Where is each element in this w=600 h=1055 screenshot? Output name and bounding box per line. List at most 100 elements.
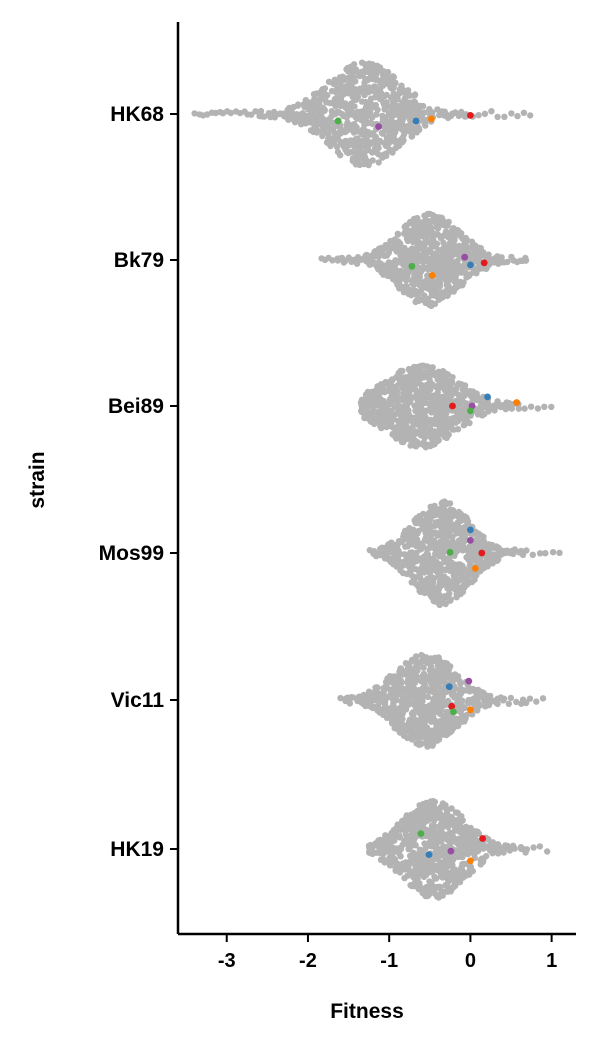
swarm-point [396,103,403,110]
swarm-point [544,848,551,855]
swarm-point [417,364,424,371]
swarm-point [396,824,403,831]
highlight-point-Vic11-red [448,702,456,710]
y-tick-label-Bk79: Bk79 [114,249,164,272]
swarm-point [459,867,466,874]
swarm-point [501,113,508,121]
swarm-point [498,547,505,554]
ticks-layer: -3 -2 -1 0 1 HK68 Bk79 Bei89 Mos99 Vic11 HK19 [99,103,558,972]
swarm-point [302,118,309,125]
x-axis-label: Fitness [330,1000,404,1023]
x-tick-label: 0 [465,950,476,972]
swarm-point [434,437,442,445]
swarm-point [400,390,408,397]
swarm-point [472,840,480,847]
swarm-point [386,259,393,266]
swarm-point [426,561,433,568]
swarm-point [377,422,384,430]
swarm-point [424,577,431,584]
swarm-point [405,683,413,690]
swarm-point [412,580,420,587]
swarm-point [424,363,431,370]
swarm-point [421,212,428,219]
swarm-point [498,846,505,854]
swarm-point [461,718,468,725]
swarm-point [372,94,379,101]
highlight-point-Bk79-red [480,259,488,267]
swarm-point [411,709,418,716]
swarm-point [408,386,415,393]
swarm-point [391,673,398,680]
swarm-point [361,91,368,99]
swarm-point [403,223,410,230]
swarm-point [436,420,443,427]
swarm-point [534,405,542,412]
swarm-point [342,128,349,135]
swarm-point [427,808,435,815]
swarm-point [449,523,456,530]
swarm-point [425,545,433,552]
swarm-point [434,867,442,874]
swarm-point [358,72,365,79]
swarm-point [503,547,511,554]
swarm-point [429,242,436,249]
highlight-point-HK68-orange [428,115,435,123]
swarm-point [438,660,446,668]
swarm-point [439,271,446,278]
swarm-point [376,265,383,272]
swarm-point [362,396,369,404]
swarm-point [495,402,502,410]
swarm-point [493,543,500,550]
swarm-point [425,386,433,394]
swarm-point [439,221,447,228]
swarm-point [284,115,292,122]
swarm-point [423,724,431,731]
swarm-point [421,244,428,251]
swarm-point [440,541,447,548]
swarm-point [392,410,400,418]
swarm-point [372,411,379,418]
swarm-point [416,853,424,860]
swarm-point [438,393,446,401]
swarm-point [354,695,361,702]
swarm-point [470,849,477,856]
swarm-point [508,110,515,117]
swarm-point [391,837,398,844]
swarm-point [457,680,464,687]
swarm-point [484,551,492,559]
swarm-point [382,241,389,249]
swarm-point [366,159,373,166]
swarm-point [331,96,338,103]
swarm-point [469,254,476,261]
highlight-point-Bei89-orange [513,399,521,406]
swarm-point [350,109,357,117]
swarm-point [369,75,377,83]
swarm-point [382,106,389,113]
swarm-point [370,843,377,850]
swarm-point [361,127,368,134]
swarm-point [311,105,318,112]
swarm-point [433,893,441,900]
swarm-point [413,814,421,822]
swarm-point [434,807,441,814]
swarm-point [361,61,369,68]
swarm-point [369,114,376,121]
swarm-point [403,812,410,819]
swarm-point [461,826,468,834]
swarm-point [476,557,483,565]
swarm-point [407,549,414,556]
swarm-point [447,563,454,571]
swarm-point [434,671,441,678]
swarm-point [419,588,426,595]
swarm-point [331,76,338,84]
swarm-point [307,99,314,106]
swarm-point [459,245,467,252]
swarm-point [483,852,490,860]
swarm-point [457,563,465,571]
axes-layer [176,22,576,936]
swarm-point [522,257,530,264]
swarm-point [508,405,515,412]
swarm-point [384,858,391,865]
swarm-point [435,586,443,593]
swarm-point [425,425,432,432]
